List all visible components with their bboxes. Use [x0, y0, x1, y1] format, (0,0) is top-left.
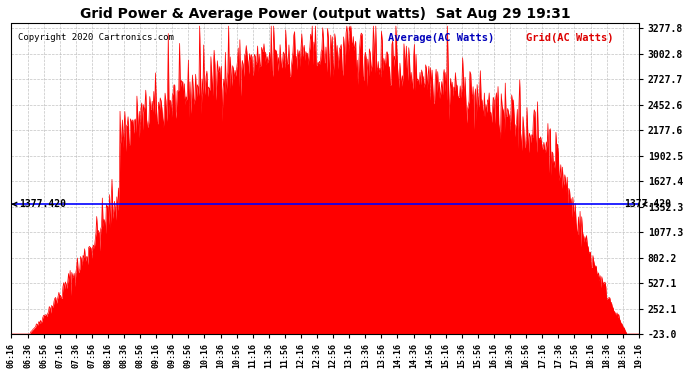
- Title: Grid Power & Average Power (output watts)  Sat Aug 29 19:31: Grid Power & Average Power (output watts…: [80, 7, 571, 21]
- Text: Grid(AC Watts): Grid(AC Watts): [526, 33, 613, 43]
- Text: 1377.420: 1377.420: [624, 199, 671, 209]
- Text: Average(AC Watts): Average(AC Watts): [388, 33, 494, 43]
- Text: 1377.420: 1377.420: [12, 199, 66, 209]
- Text: Copyright 2020 Cartronics.com: Copyright 2020 Cartronics.com: [18, 33, 174, 42]
